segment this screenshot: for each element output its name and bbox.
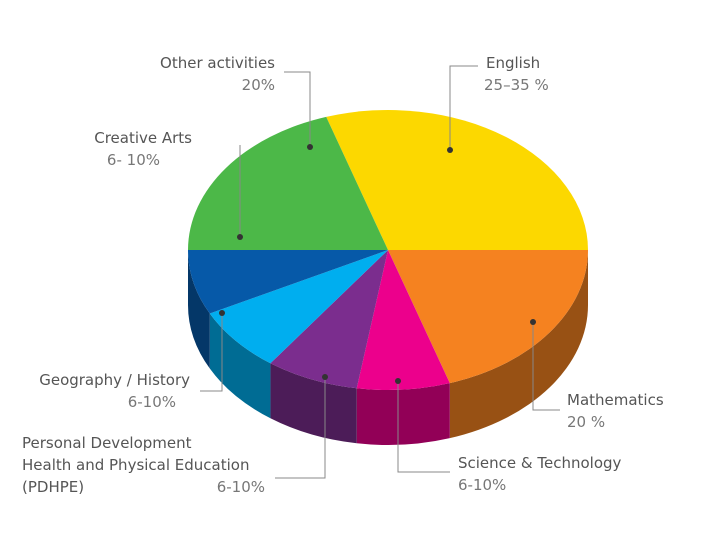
slice-label: Geography / History [39, 371, 190, 389]
leader-line [449, 65, 478, 150]
value-label: 6- 10% [106, 151, 160, 169]
slice [188, 116, 388, 251]
slice [188, 250, 388, 314]
slice-label: Science & Technology [458, 454, 622, 472]
slice-side [356, 383, 450, 446]
slice-label: Personal Development Health and Physical… [22, 434, 250, 496]
leader-dot [307, 144, 313, 150]
slice [326, 109, 588, 250]
leader-line [284, 71, 311, 147]
slice [388, 250, 588, 384]
slice [270, 250, 388, 389]
slice-label: Mathematics [567, 391, 664, 409]
slice-label: Creative Arts [94, 129, 192, 147]
slice-side [188, 250, 210, 369]
leader-dot [530, 319, 536, 325]
slice-label: Other activities [160, 54, 275, 72]
value-label: 20 % [567, 413, 606, 431]
slice [209, 250, 388, 364]
slice [356, 250, 450, 391]
leader-dot [447, 147, 453, 153]
leader-dot [395, 378, 401, 384]
value-label: 20% [241, 76, 275, 94]
leader-dot [237, 234, 243, 240]
leader-line [275, 377, 326, 479]
leader-dot [322, 374, 328, 380]
value-label: 6-10% [458, 476, 507, 494]
slice-side [209, 313, 271, 419]
value-label: 6-10% [127, 393, 176, 411]
value-label: 25–35 % [484, 76, 549, 94]
leader-line [200, 313, 223, 392]
slice-side [270, 363, 357, 444]
leader-line [397, 381, 450, 473]
slice-side [449, 250, 588, 439]
leader-line [532, 322, 560, 411]
slice-label: English [486, 54, 541, 72]
leader-dot [219, 310, 225, 316]
value-label: 6-10% [216, 478, 265, 496]
